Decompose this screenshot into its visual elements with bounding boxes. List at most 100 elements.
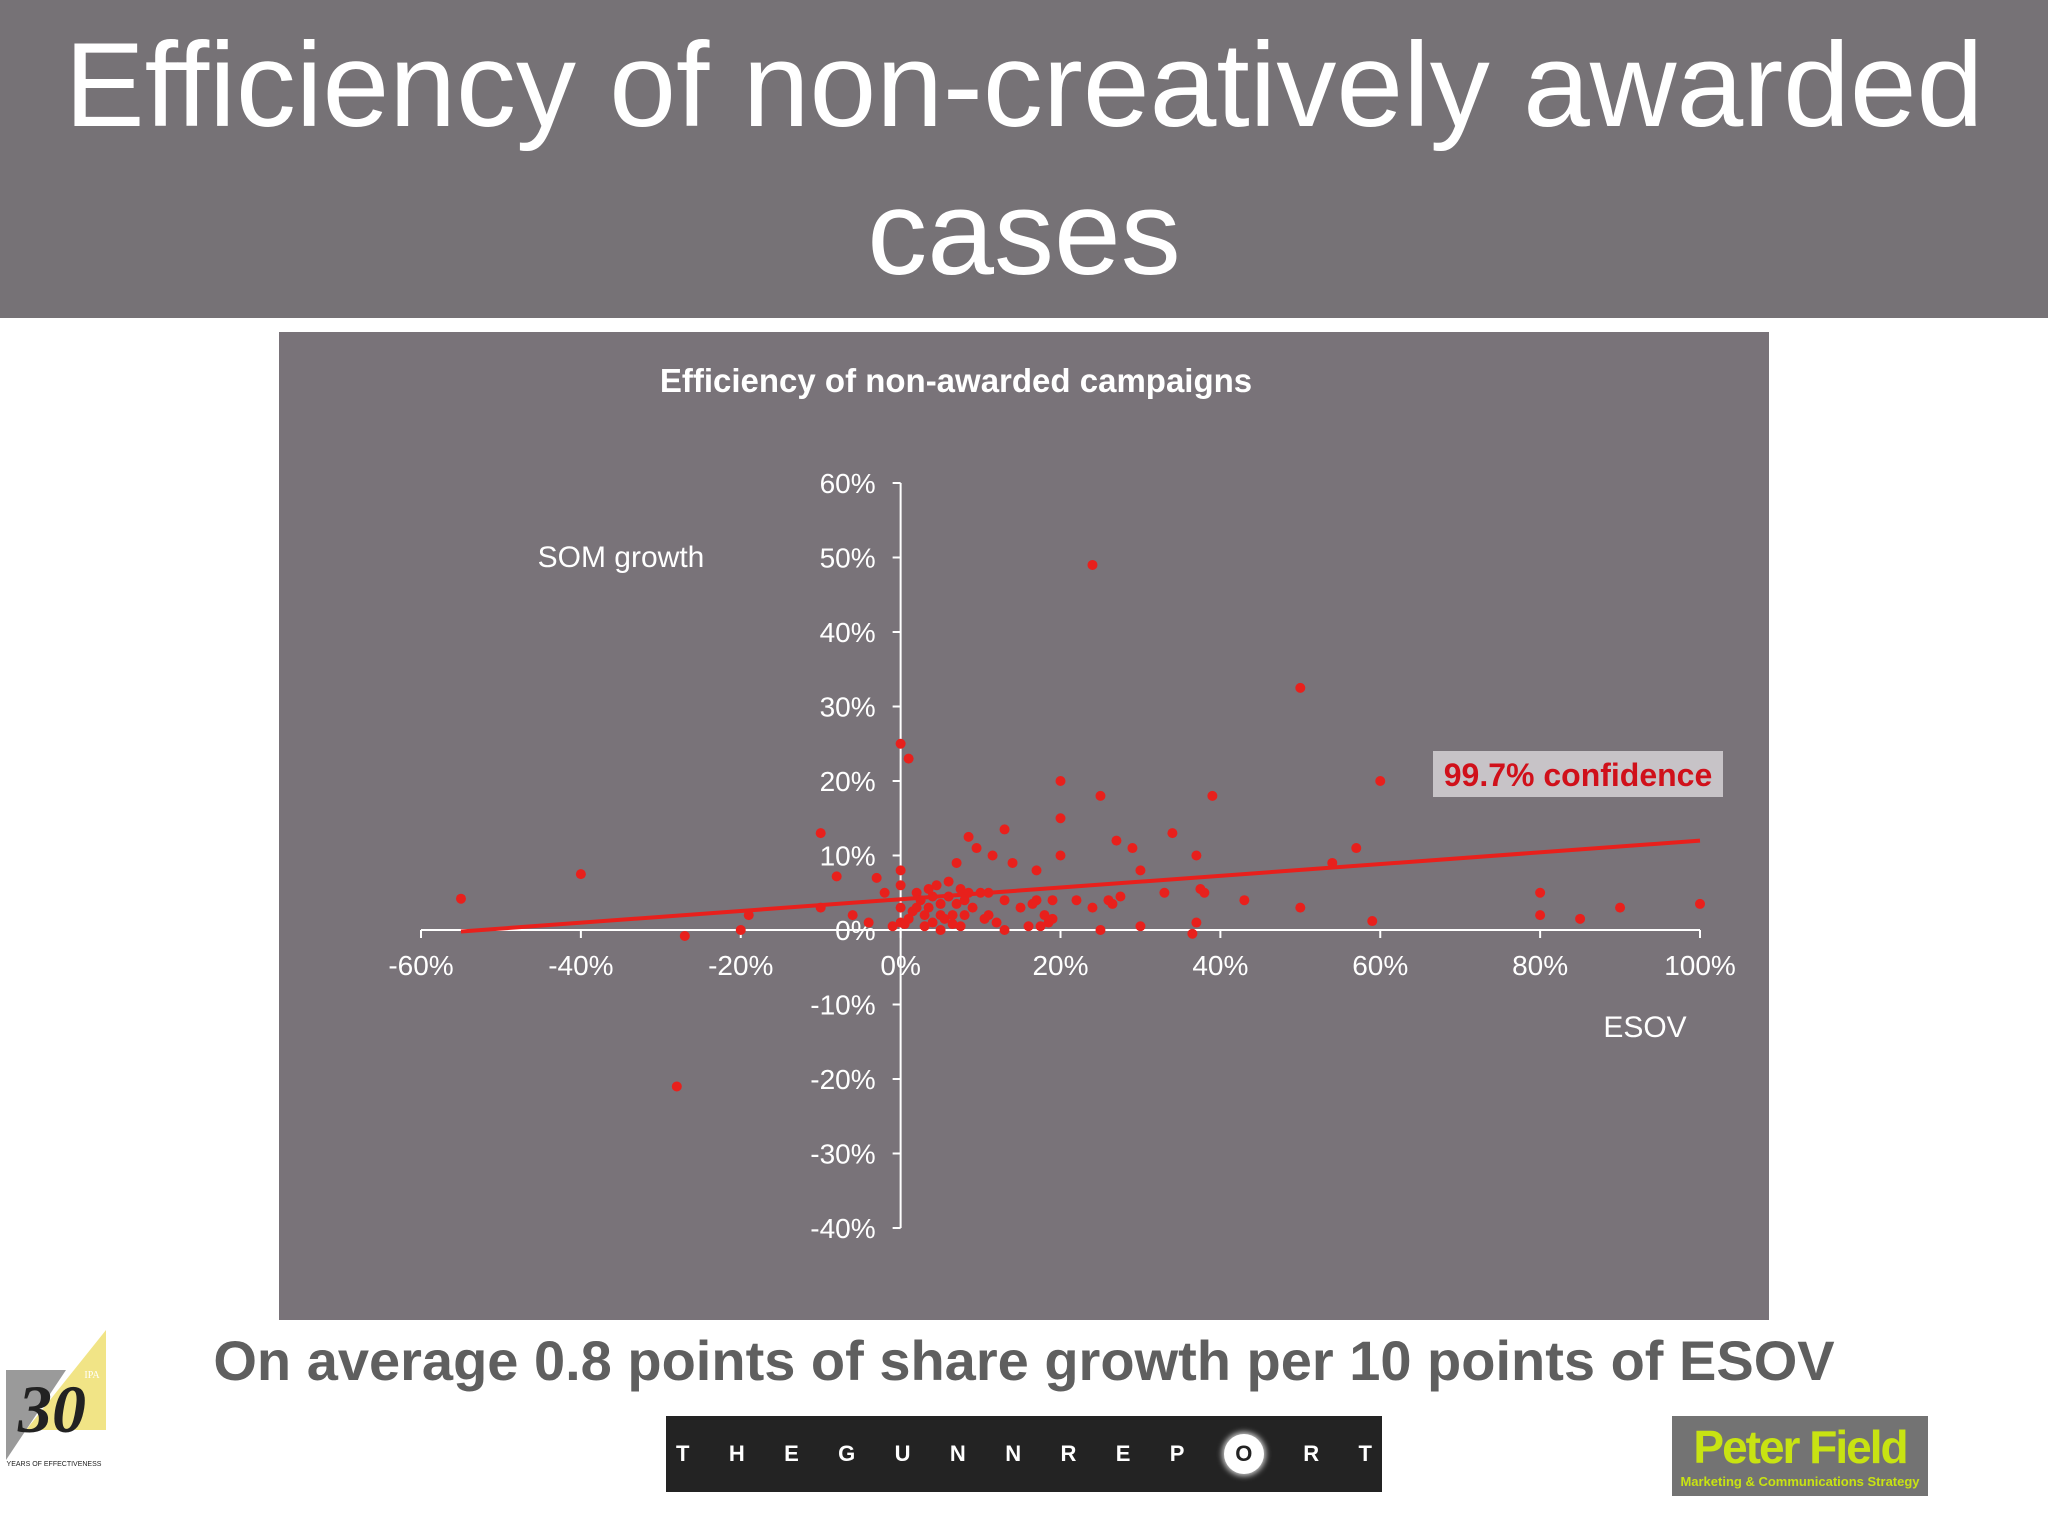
- data-point: [871, 872, 882, 883]
- data-point: [927, 917, 938, 928]
- data-point: [963, 831, 974, 842]
- gunn-letter: O: [1223, 1434, 1264, 1474]
- y-tick-label: 10%: [820, 841, 876, 872]
- chart-panel: Efficiency of non-awarded campaigns -60%…: [279, 332, 1769, 1320]
- data-point: [903, 913, 914, 924]
- data-point: [1095, 925, 1106, 935]
- data-point: [1199, 887, 1210, 898]
- data-point: [1055, 776, 1066, 786]
- data-point: [959, 910, 970, 921]
- peter-field-name: Peter Field: [1693, 1421, 1908, 1473]
- data-point: [455, 893, 466, 904]
- data-point: [879, 887, 890, 898]
- gunn-letter: T: [1358, 1441, 1372, 1466]
- data-point: [1087, 559, 1098, 570]
- axes-layer: -60% -40% -20% 0% 20% 40% 60% 80% 100% 60% 50% 40% 3…: [388, 468, 1736, 1244]
- data-point: [971, 843, 982, 854]
- data-point: [679, 930, 690, 941]
- data-point: [1159, 887, 1170, 898]
- data-point: [743, 910, 754, 921]
- data-point: [1039, 910, 1050, 921]
- data-point: [895, 865, 906, 876]
- data-point: [1135, 921, 1146, 932]
- slide-title-line-2: cases: [867, 166, 1181, 300]
- y-tick-label: 30%: [820, 692, 876, 723]
- y-axis-label: SOM growth: [538, 541, 705, 574]
- confidence-annotation: 99.7% confidence: [1433, 751, 1723, 797]
- gunn-letter: R: [1303, 1441, 1320, 1466]
- annotation-background: [1433, 751, 1723, 797]
- data-point: [1095, 790, 1106, 801]
- gunn-letter: E: [1115, 1441, 1131, 1466]
- data-point: [1191, 917, 1202, 928]
- data-point: [919, 910, 930, 921]
- slide-title-line-1: Efficiency of non-creatively awarded: [64, 18, 1984, 152]
- data-point: [895, 880, 906, 891]
- gunn-letter: T: [676, 1441, 690, 1466]
- gunn-letter: N: [949, 1441, 966, 1466]
- x-tick-label: 20%: [1032, 950, 1088, 981]
- data-point: [955, 921, 966, 932]
- gunn-letter: N: [1005, 1441, 1022, 1466]
- x-tick-label: -60%: [388, 950, 453, 981]
- data-point: [1035, 921, 1046, 932]
- chart-title: Efficiency of non-awarded campaigns: [660, 362, 1252, 399]
- data-point: [1295, 682, 1306, 693]
- data-point: [1047, 913, 1058, 924]
- points-layer: [455, 559, 1705, 1092]
- data-point: [999, 824, 1010, 835]
- data-point: [1047, 895, 1058, 906]
- data-point: [947, 919, 958, 930]
- y-tick-label: 50%: [820, 543, 876, 574]
- y-tick-label: 60%: [820, 468, 876, 499]
- axis-titles: SOM growth ESOV: [538, 541, 1687, 1044]
- data-point: [923, 902, 934, 913]
- x-axis-label: ESOV: [1603, 1011, 1686, 1044]
- peter-field-logo: Peter Field Marketing & Communications S…: [1672, 1416, 1928, 1496]
- data-point: [1187, 928, 1198, 939]
- y-tick-label: 40%: [820, 617, 876, 648]
- y-tick-label: -30%: [810, 1139, 875, 1170]
- data-point: [1207, 790, 1218, 801]
- data-point: [951, 857, 962, 868]
- data-point: [1191, 850, 1202, 861]
- data-point: [1239, 895, 1250, 906]
- data-point: [1535, 887, 1546, 898]
- trend-line: [460, 838, 1701, 934]
- data-point: [575, 869, 586, 880]
- data-point: [887, 921, 898, 932]
- data-point: [1351, 843, 1362, 854]
- data-point: [935, 925, 946, 935]
- data-point: [1615, 902, 1626, 913]
- gunn-letter: E: [784, 1441, 799, 1466]
- x-tick-label: -40%: [548, 950, 613, 981]
- gunn-letter: G: [838, 1441, 856, 1466]
- data-point: [1167, 828, 1178, 839]
- annotation-text: 99.7% confidence: [1444, 757, 1713, 793]
- x-tick-label: 60%: [1352, 950, 1408, 981]
- y-tick-label: -10%: [810, 990, 875, 1021]
- data-point: [1367, 916, 1378, 927]
- data-point: [999, 925, 1010, 935]
- data-point: [903, 753, 914, 764]
- logo-caption: YEARS OF EFFECTIVENESS: [7, 1461, 102, 1468]
- x-tick-label: -20%: [708, 950, 773, 981]
- data-point: [955, 884, 966, 895]
- data-point: [847, 910, 858, 921]
- data-point: [1295, 902, 1306, 913]
- y-tick-label: -20%: [810, 1064, 875, 1095]
- data-point: [1111, 835, 1122, 846]
- data-point: [983, 910, 994, 921]
- logo-badge: IPA: [84, 1370, 100, 1381]
- data-point: [1071, 895, 1082, 906]
- data-point: [1535, 910, 1546, 921]
- data-point: [1375, 776, 1386, 786]
- trend-layer: [460, 838, 1701, 934]
- data-point: [1023, 921, 1034, 932]
- data-point: [1695, 898, 1705, 909]
- thirty-years-logo: IPA 30 YEARS OF EFFECTIVENESS: [6, 1330, 106, 1468]
- data-point: [1135, 865, 1146, 876]
- logo-grey-triangle: [6, 1370, 66, 1460]
- data-point: [1127, 843, 1138, 854]
